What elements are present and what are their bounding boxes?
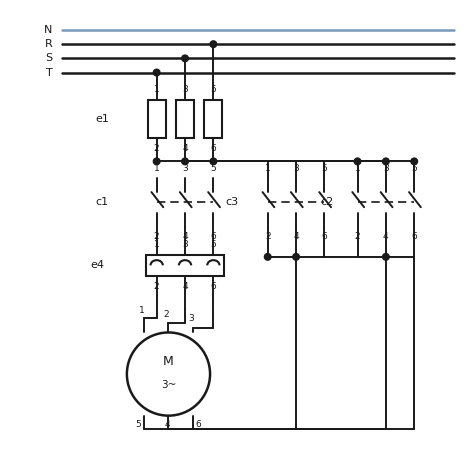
- Text: 4: 4: [383, 232, 389, 240]
- Text: 1: 1: [265, 164, 271, 173]
- Circle shape: [154, 158, 160, 164]
- Circle shape: [182, 55, 188, 62]
- Text: 1: 1: [154, 85, 160, 94]
- Text: 1: 1: [355, 164, 360, 173]
- Text: 6: 6: [411, 232, 417, 240]
- Circle shape: [411, 158, 418, 164]
- Text: 3: 3: [293, 164, 299, 173]
- Text: 4: 4: [182, 232, 188, 240]
- Text: 3: 3: [182, 164, 188, 173]
- Text: 4: 4: [182, 144, 188, 153]
- Circle shape: [210, 41, 217, 47]
- Text: 3: 3: [182, 240, 188, 249]
- Text: 6: 6: [210, 144, 216, 153]
- Text: e1: e1: [95, 114, 109, 124]
- Text: 6: 6: [195, 419, 201, 428]
- Text: 5: 5: [136, 419, 141, 428]
- Text: 4: 4: [164, 419, 170, 428]
- Text: 5: 5: [411, 164, 417, 173]
- Text: 2: 2: [355, 232, 360, 240]
- Circle shape: [383, 158, 389, 164]
- Circle shape: [293, 254, 300, 260]
- Text: 2: 2: [154, 232, 159, 240]
- Circle shape: [383, 254, 389, 260]
- Text: T: T: [46, 67, 53, 78]
- Text: S: S: [46, 54, 53, 64]
- Text: 5: 5: [210, 85, 216, 94]
- Text: c1: c1: [96, 198, 109, 208]
- Text: 1: 1: [154, 240, 160, 249]
- Bar: [204, 100, 222, 138]
- Text: N: N: [44, 25, 53, 35]
- Text: 6: 6: [321, 232, 328, 240]
- Text: 1: 1: [139, 306, 145, 315]
- Circle shape: [264, 254, 271, 260]
- Text: 2: 2: [154, 144, 159, 153]
- Text: c2: c2: [320, 198, 333, 208]
- Text: 2: 2: [154, 282, 159, 291]
- Bar: [148, 100, 165, 138]
- Text: 3: 3: [182, 85, 188, 94]
- Text: R: R: [45, 39, 53, 49]
- Text: 4: 4: [293, 232, 299, 240]
- Text: M: M: [163, 356, 174, 368]
- Text: 3: 3: [383, 164, 389, 173]
- Circle shape: [210, 158, 217, 164]
- Text: 3: 3: [188, 314, 194, 323]
- Text: 6: 6: [210, 282, 216, 291]
- Text: 5: 5: [321, 164, 328, 173]
- Bar: [176, 100, 194, 138]
- Text: 2: 2: [164, 310, 169, 319]
- Circle shape: [182, 158, 188, 164]
- Text: 2: 2: [265, 232, 271, 240]
- Text: 3~: 3~: [161, 381, 176, 391]
- Circle shape: [154, 69, 160, 76]
- Text: c3: c3: [226, 198, 239, 208]
- Text: 6: 6: [210, 232, 216, 240]
- Text: 5: 5: [210, 164, 216, 173]
- Text: 4: 4: [182, 282, 188, 291]
- Text: 1: 1: [154, 164, 160, 173]
- Text: 5: 5: [210, 240, 216, 249]
- Text: e4: e4: [91, 260, 105, 270]
- Bar: [146, 255, 224, 276]
- Circle shape: [354, 158, 361, 164]
